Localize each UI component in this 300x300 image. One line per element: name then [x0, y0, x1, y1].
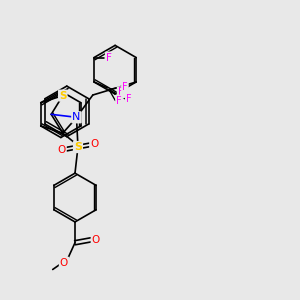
Text: S: S: [74, 142, 82, 152]
Text: S: S: [59, 91, 67, 100]
Text: F: F: [116, 96, 122, 106]
Text: F: F: [106, 52, 112, 63]
Text: F: F: [122, 82, 128, 92]
Text: O: O: [60, 258, 68, 268]
Text: N: N: [72, 112, 81, 122]
Text: O: O: [92, 235, 100, 245]
Text: F: F: [118, 87, 124, 97]
Text: O: O: [58, 145, 66, 155]
Text: F: F: [126, 94, 132, 104]
Text: O: O: [90, 139, 98, 149]
